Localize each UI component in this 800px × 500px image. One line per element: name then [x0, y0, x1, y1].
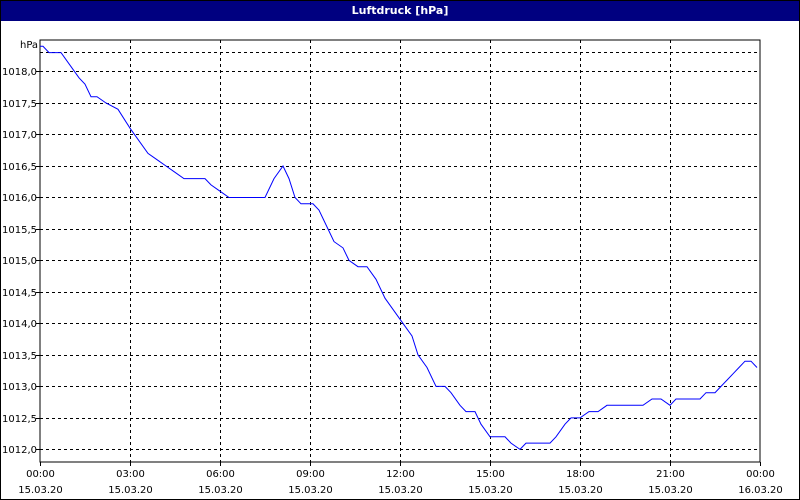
window-title: Luftdruck [hPa] — [1, 1, 799, 21]
y-tick-label: 1014,0 — [2, 319, 37, 330]
y-tick-label: 1016,5 — [2, 162, 37, 173]
x-tick-date-label: 15.03.20 — [198, 485, 243, 496]
x-tick-time-label: 00:00 — [26, 469, 55, 480]
y-tick-label: 1015,5 — [2, 225, 37, 236]
y-tick-label: 1012,5 — [2, 414, 37, 425]
x-tick-time-label: 15:00 — [476, 469, 505, 480]
y-tick-label: 1014,5 — [2, 288, 37, 299]
x-tick-date-label: 15.03.20 — [378, 485, 423, 496]
y-tick-label: 1017,0 — [2, 130, 37, 141]
y-tick-label: 1017,5 — [2, 99, 37, 110]
y-axis-unit: hPa — [20, 40, 38, 51]
x-tick-date-label: 15.03.20 — [288, 485, 333, 496]
x-tick-date-label: 16.03.20 — [738, 485, 783, 496]
x-tick-date-label: 15.03.20 — [18, 485, 63, 496]
x-tick-time-label: 21:00 — [656, 469, 685, 480]
grid-lines — [40, 40, 760, 462]
x-tick-date-label: 15.03.20 — [108, 485, 153, 496]
y-tick-label: 1013,5 — [2, 351, 37, 362]
x-tick-time-label: 06:00 — [206, 469, 235, 480]
x-tick-time-label: 03:00 — [116, 469, 145, 480]
pressure-series-line — [40, 45, 758, 451]
x-tick-time-label: 18:00 — [566, 469, 595, 480]
x-tick-time-label: 09:00 — [296, 469, 325, 480]
x-tick-time-label: 00:00 — [746, 469, 775, 480]
x-tick-date-label: 15.03.20 — [558, 485, 603, 496]
y-tick-label: 1013,0 — [2, 382, 37, 393]
y-tick-label: 1012,0 — [2, 445, 37, 456]
y-axis: hPa 1012,0 1012,5 1013,0 1013,5 1014,0 1014,5… — [2, 40, 40, 456]
y-tick-label: 1015,0 — [2, 256, 37, 267]
y-tick-label: 1016,0 — [2, 193, 37, 204]
y-tick-label: 1018,0 — [2, 67, 37, 78]
x-tick-time-label: 12:00 — [386, 469, 415, 480]
x-tick-date-label: 15.03.20 — [648, 485, 693, 496]
x-tick-date-label: 15.03.20 — [468, 485, 513, 496]
x-axis: 00:00 15.03.20 03:00 15.03.20 06:00 15.03.20 0… — [18, 462, 783, 496]
